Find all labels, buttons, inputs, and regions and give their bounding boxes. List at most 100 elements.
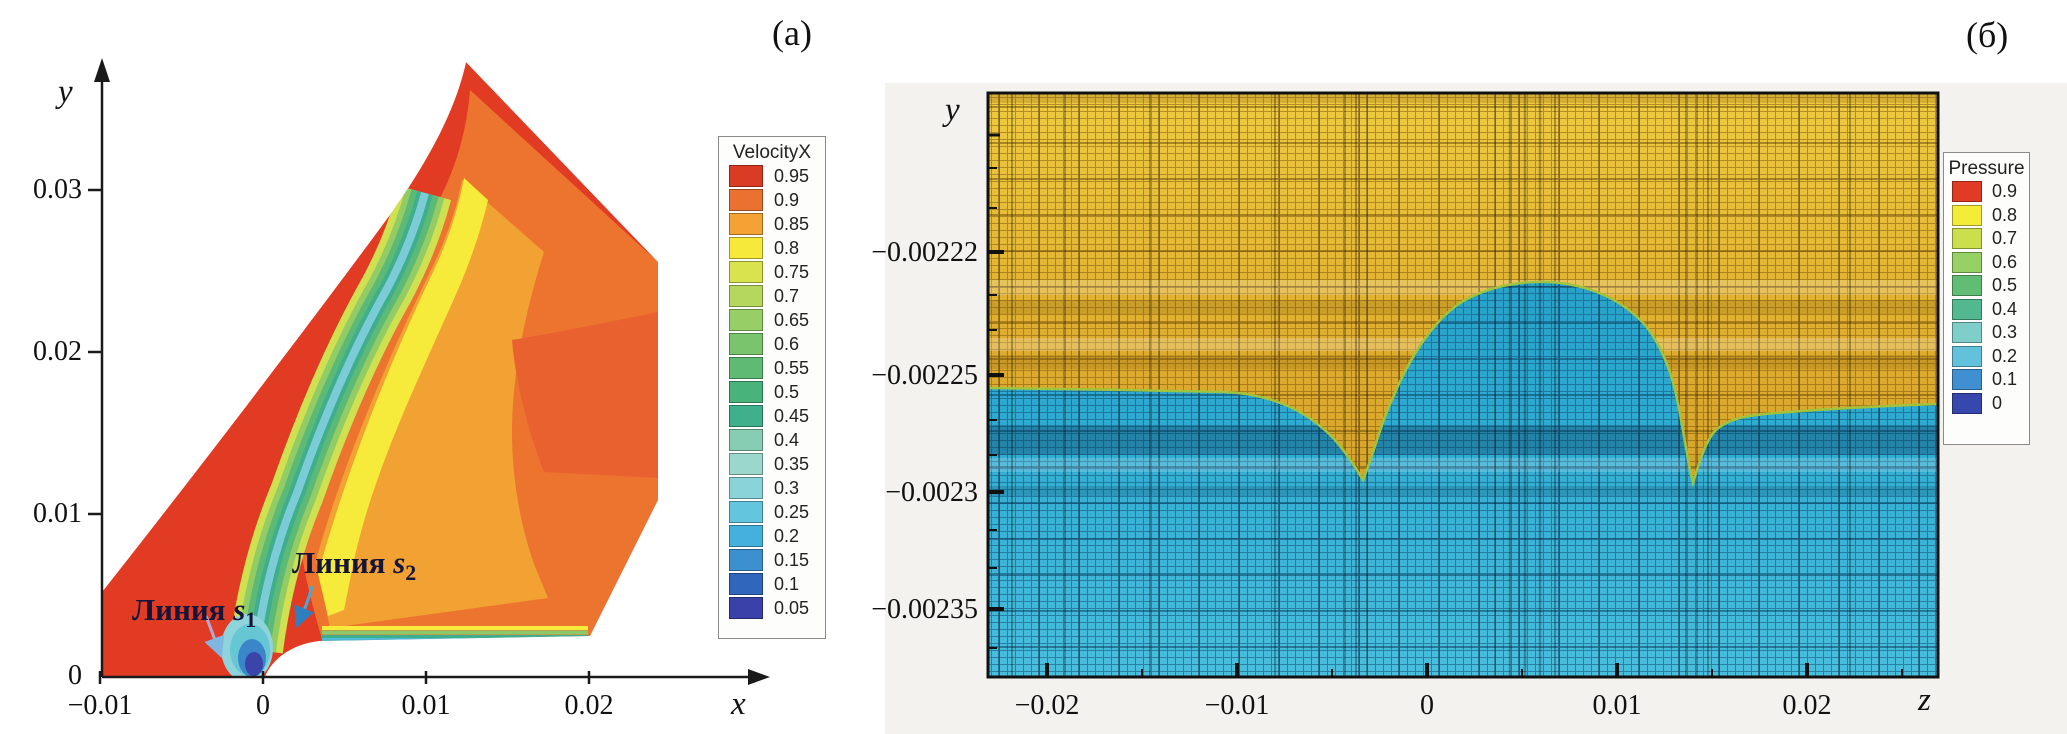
legend-color-swatch [1952, 275, 1982, 297]
annotation-variable: s [393, 545, 406, 580]
legend-value: 0.6 [1992, 251, 2018, 272]
legend-color-swatch [1952, 298, 1982, 320]
panel-b-y-axis-label: y [945, 92, 960, 128]
stagnation-region [221, 614, 273, 677]
legend-value: 0.4 [1992, 298, 2018, 319]
velocity-wedge-red-orange [512, 312, 658, 478]
legend-entry: 0.05 [719, 596, 825, 620]
legend-entry: 0.2 [719, 524, 825, 548]
panel-b-x-tick: −0.02 [1014, 690, 1080, 721]
legend-value: 0.65 [774, 309, 810, 330]
legend-color-swatch [729, 549, 763, 571]
legend-color-swatch [729, 357, 763, 379]
legend-color-swatch [1952, 345, 1982, 367]
legend-value: 0.7 [1992, 228, 2018, 249]
legend-entry: 0.95 [719, 164, 825, 188]
panel-b-x-tick: 0.02 [1782, 690, 1832, 721]
legend-color-swatch [729, 261, 763, 283]
legend-entry: 0.8 [1944, 204, 2029, 228]
legend-value: 0.95 [774, 165, 810, 186]
panel-b-y-tick: −0.00222 [871, 237, 978, 268]
legend-entry: 0.2 [1944, 345, 2029, 369]
legend-entry: 0.5 [1944, 274, 2029, 298]
annotation-subscript: 1 [245, 607, 257, 633]
annotation-subscript: 2 [405, 560, 417, 586]
mesh-band-top [988, 93, 1938, 103]
panel-a-y-tick: 0.02 [33, 336, 82, 367]
legend-entry: 0.9 [719, 188, 825, 212]
legend-color-swatch [729, 525, 763, 547]
annotation-line-s2: Линия s2 [292, 545, 416, 586]
legend-color-swatch [729, 597, 763, 619]
legend-entries: 0.95 0.9 0.85 0.8 0.75 0.7 0.65 0.6 0.55 0.5 0.45 0… [719, 164, 825, 620]
legend-entry: 0.45 [719, 404, 825, 428]
legend-value: 0.25 [774, 501, 810, 522]
legend-color-swatch [729, 477, 763, 499]
panel-a-x-axis-label: x [731, 686, 746, 722]
panel-b-y-tick: −0.00235 [871, 594, 978, 625]
legend-color-swatch [729, 429, 763, 451]
panel-b-x-axis-label: z [1918, 682, 1931, 718]
annotation-arrow-s1 [204, 615, 225, 658]
velocityx-legend: VelocityX 0.95 0.9 0.85 0.8 0.75 0.7 0.65 0.6 0.… [718, 136, 826, 639]
legend-color-swatch [729, 285, 763, 307]
legend-entry: 0.9 [1944, 180, 2029, 204]
legend-color-swatch [729, 333, 763, 355]
panel-b-border [986, 91, 1940, 679]
legend-value: 0.4 [774, 429, 800, 450]
annotation-text: Линия [132, 592, 234, 627]
legend-color-swatch [1952, 369, 1982, 391]
legend-value: 0.1 [1992, 369, 2018, 390]
legend-value: 0.7 [774, 285, 800, 306]
legend-title: Pressure [1948, 158, 2025, 179]
y-axis-arrow [94, 58, 110, 82]
mesh-band-light-blue [988, 458, 1938, 472]
legend-value: 0.3 [1992, 322, 2018, 343]
panel-a-y-tick: 0 [68, 660, 82, 691]
legend-value: 0.8 [1992, 204, 2018, 225]
velocity-shock-layer-bands [229, 185, 452, 654]
legend-value: 0.85 [774, 213, 810, 234]
panel-a-x-tick: 0.01 [401, 690, 451, 721]
legend-entry: 0.6 [1944, 251, 2029, 275]
legend-value: 0.8 [774, 237, 800, 258]
mesh-band-dark-blue [988, 486, 1938, 496]
legend-entry: 0.1 [719, 572, 825, 596]
panel-a-y-tick: 0.01 [33, 498, 82, 529]
legend-entry: 0 [1944, 392, 2029, 416]
legend-entry: 0.15 [719, 548, 825, 572]
mesh-band-dark-blue [988, 425, 1938, 455]
legend-entry: 0.8 [719, 236, 825, 260]
pressure-region-low [988, 281, 1938, 677]
annotation-text: Линия [292, 545, 394, 580]
legend-value: 0.45 [774, 405, 810, 426]
panel-a-x-tick: 0 [256, 690, 270, 721]
legend-value: 0 [1992, 392, 2003, 413]
pressure-interface [988, 280, 1938, 488]
panel-a-x-tick: −0.01 [67, 690, 133, 721]
legend-color-swatch [1952, 392, 1982, 414]
legend-entry: 0.55 [719, 356, 825, 380]
legend-entry: 0.65 [719, 308, 825, 332]
legend-entry: 0.4 [719, 428, 825, 452]
panel-b-label: (б) [1966, 15, 2009, 55]
panel-b-y-tick: −0.00225 [871, 360, 978, 391]
legend-entry: 0.7 [1944, 227, 2029, 251]
panel-a-x-tick: 0.02 [564, 690, 614, 721]
legend-color-swatch [1952, 251, 1982, 273]
legend-value: 0.35 [774, 453, 810, 474]
legend-entry: 0.75 [719, 260, 825, 284]
legend-color-swatch [729, 189, 763, 211]
legend-value: 0.75 [774, 261, 810, 282]
velocity-band-orange [316, 180, 548, 628]
legend-entry: 0.6 [719, 332, 825, 356]
legend-entry: 0.5 [719, 380, 825, 404]
panel-b-y-ticks [988, 133, 1004, 649]
mesh-band-light [988, 280, 1938, 295]
legend-color-swatch [729, 453, 763, 475]
panel-a-plot [88, 58, 770, 685]
legend-value: 0.2 [1992, 345, 2018, 366]
panel-a-y-tick: 0.03 [33, 174, 82, 205]
